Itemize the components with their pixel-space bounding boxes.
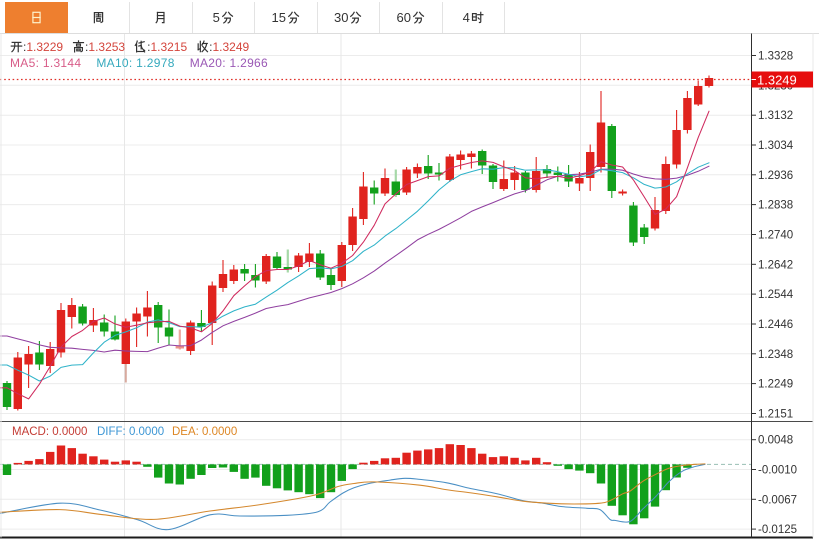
svg-text:1.3249: 1.3249 [757, 73, 797, 88]
svg-text:1.2151: 1.2151 [758, 409, 793, 421]
svg-text:1.2642: 1.2642 [758, 259, 793, 271]
svg-text:MACD: 0.0000: MACD: 0.0000 [12, 426, 87, 438]
svg-text:1.2740: 1.2740 [758, 230, 793, 242]
svg-text:1.3034: 1.3034 [758, 140, 794, 152]
svg-text:1.3132: 1.3132 [758, 110, 793, 122]
svg-text:1.2838: 1.2838 [758, 200, 793, 212]
svg-text:1.2936: 1.2936 [758, 170, 793, 182]
svg-text:-0.0010: -0.0010 [758, 465, 797, 477]
svg-text:1.2249: 1.2249 [758, 379, 793, 391]
svg-text:-0.0067: -0.0067 [758, 494, 797, 506]
svg-text:0.0048: 0.0048 [758, 435, 793, 447]
svg-text:1.3328: 1.3328 [758, 51, 793, 63]
svg-text:-0.0125: -0.0125 [758, 524, 797, 536]
svg-text:1.2446: 1.2446 [758, 319, 793, 331]
svg-text:1.2348: 1.2348 [758, 349, 793, 361]
svg-text:DEA: 0.0000: DEA: 0.0000 [172, 426, 237, 438]
svg-text:1.2544: 1.2544 [758, 289, 794, 301]
svg-text:DIFF: 0.0000: DIFF: 0.0000 [97, 426, 164, 438]
